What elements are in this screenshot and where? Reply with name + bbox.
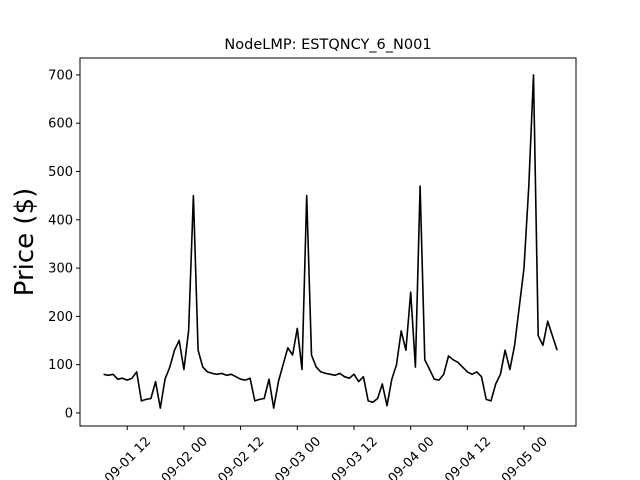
x-tick-label: 09-03 12	[329, 434, 381, 480]
y-tick-label: 300	[48, 262, 73, 277]
y-tick-label: 0	[65, 406, 73, 421]
price-line	[103, 74, 558, 409]
y-tick-label: 200	[48, 310, 73, 325]
y-tick-label: 600	[48, 117, 73, 132]
chart-title: NodeLMP: ESTQNCY_6_N001	[224, 37, 431, 53]
y-tick-label: 700	[48, 68, 73, 83]
y-tick-label: 500	[48, 165, 73, 180]
x-tick-label: 09-02 00	[159, 434, 211, 480]
x-tick-label: 09-01 12	[102, 434, 154, 480]
y-tick-label: 100	[48, 358, 73, 373]
plot-frame	[79, 57, 577, 427]
x-tick-label: 09-04 00	[386, 434, 438, 480]
x-tick-label: 09-02 12	[215, 434, 267, 480]
x-tick-label: 09-04 12	[442, 434, 494, 480]
y-axis-label: Price ($)	[10, 188, 40, 297]
y-tick-label: 400	[48, 213, 73, 228]
x-tick-label: 09-05 00	[499, 434, 551, 480]
x-tick-label: 09-03 00	[272, 434, 324, 480]
